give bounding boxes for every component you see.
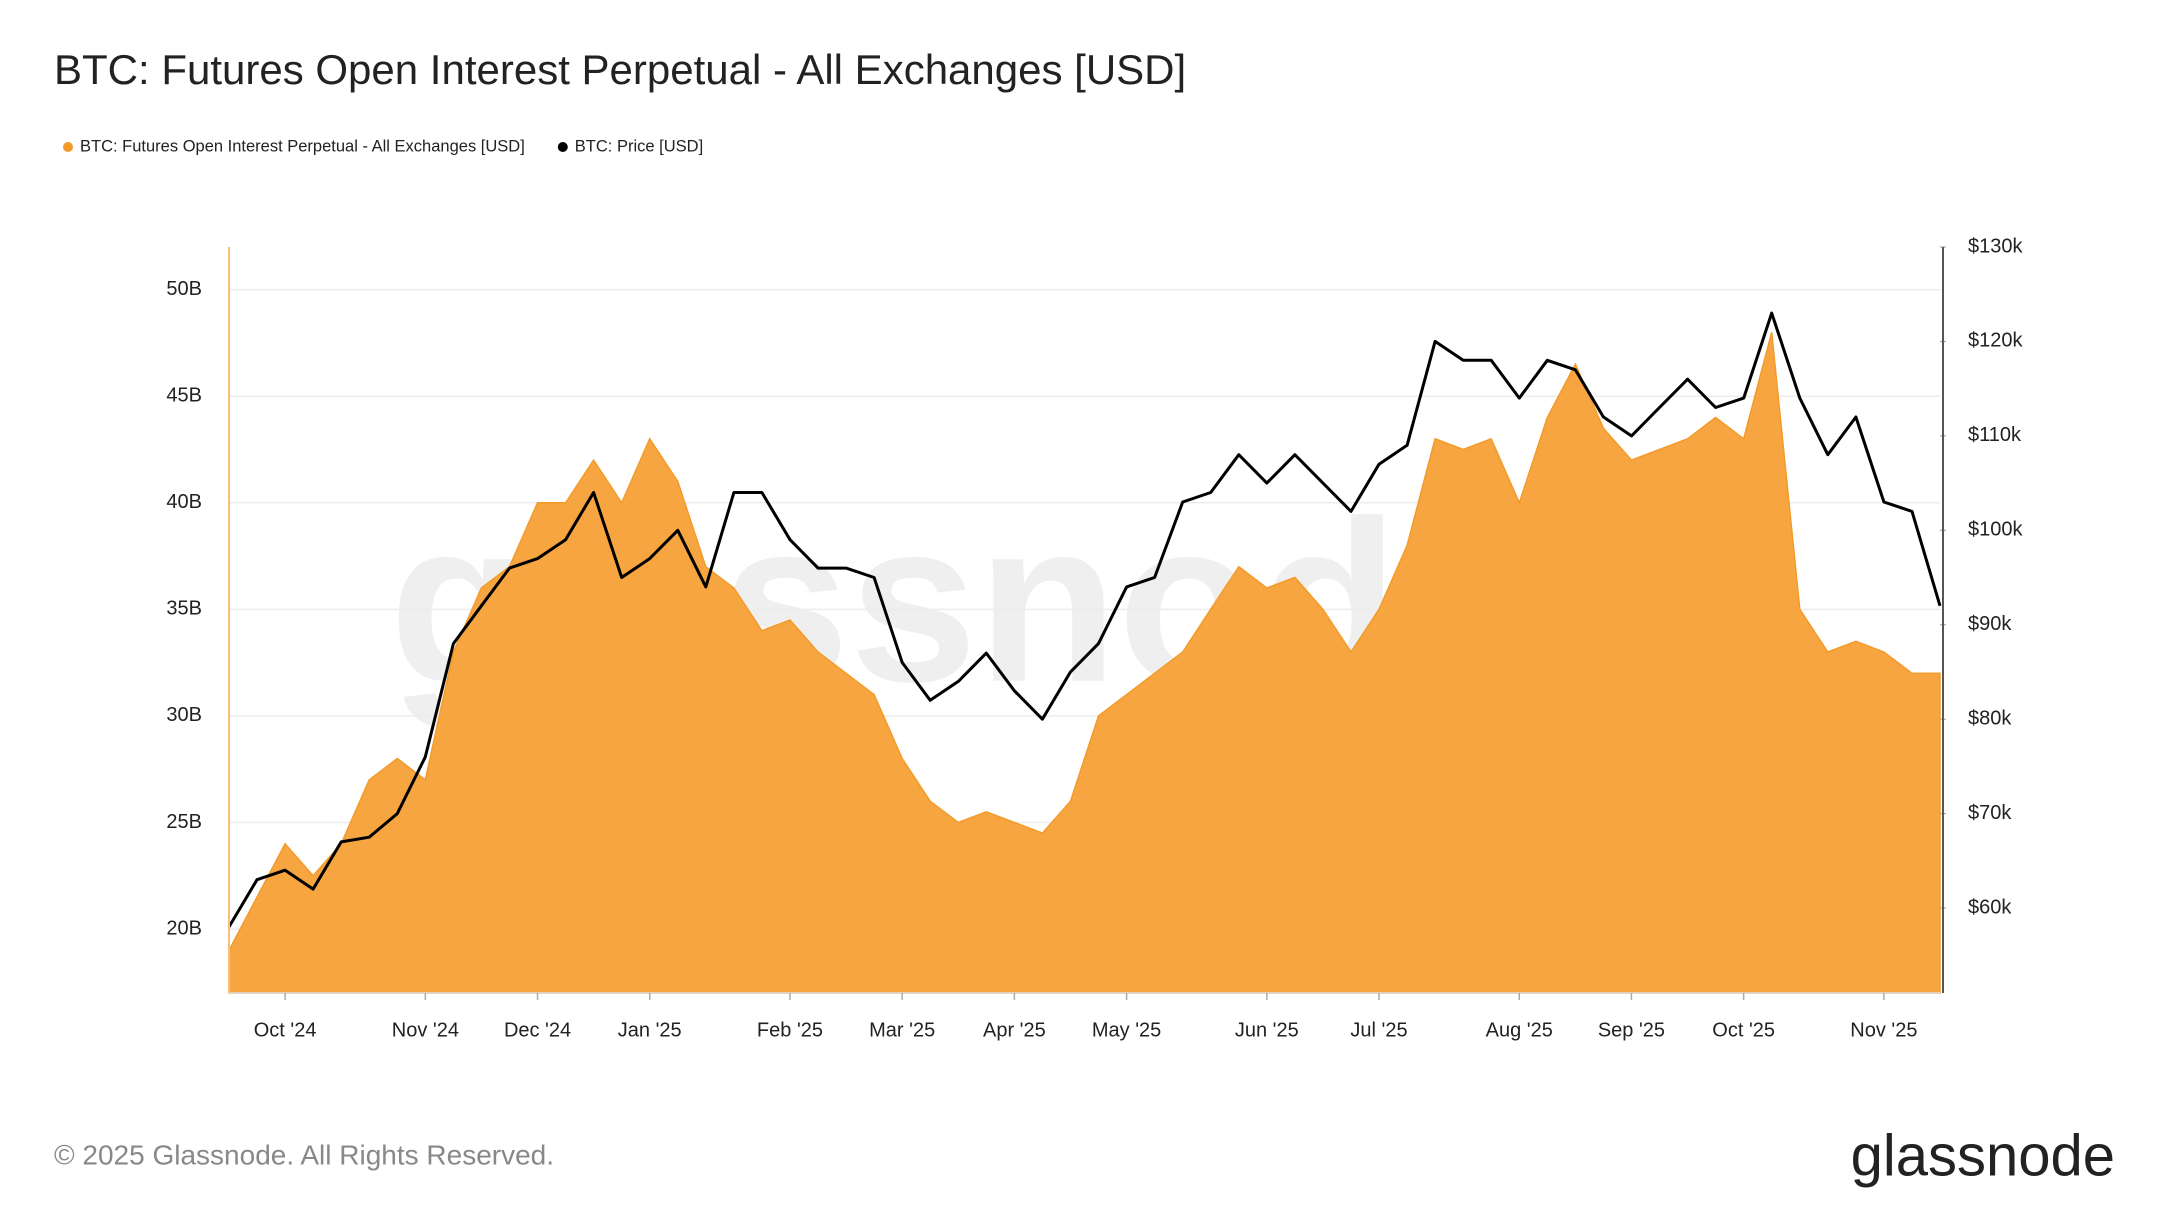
legend-label: BTC: Price [USD] (575, 137, 703, 155)
x-tick-label: Oct '24 (254, 1019, 317, 1041)
y-tick-label: 20B (166, 917, 202, 939)
legend-marker (63, 142, 73, 152)
y2-tick-label: $110k (1968, 424, 2022, 446)
y2-tick-label: $60k (1968, 896, 2012, 918)
footer: © 2025 Glassnode. All Rights Reserved. (54, 1139, 554, 1170)
y-tick-label: 35B (166, 598, 202, 620)
y2-tick-label: $130k (1968, 235, 2023, 257)
oi-area (228, 332, 1941, 994)
brand: glassnode (1851, 1123, 2115, 1188)
x-tick-label: Oct '25 (1712, 1019, 1775, 1041)
x-tick-label: Sep '25 (1598, 1019, 1665, 1041)
y2-tick-label: $70k (1968, 802, 2012, 824)
y2-tick-label: $80k (1968, 707, 2012, 729)
x-tick-label: May '25 (1092, 1019, 1161, 1041)
x-tick-label: Jul '25 (1350, 1019, 1407, 1041)
y2-tick-label: $90k (1968, 613, 2012, 635)
y-tick-label: 25B (166, 811, 202, 833)
price-line (227, 311, 1942, 928)
chart-title: BTC: Futures Open Interest Perpetual - A… (54, 46, 1186, 93)
x-tick-label: Nov '25 (1850, 1019, 1917, 1041)
x-tick-label: Jun '25 (1235, 1019, 1299, 1041)
y-tick-label: 30B (166, 704, 202, 726)
x-tick-label: Aug '25 (1486, 1019, 1553, 1041)
legend-label: BTC: Futures Open Interest Perpetual - A… (80, 137, 525, 155)
y-tick-label: 45B (166, 384, 202, 406)
y2-tick-label: $100k (1968, 519, 2023, 541)
x-tick-label: Mar '25 (869, 1019, 935, 1041)
x-tick-label: Nov '24 (392, 1019, 459, 1041)
x-tick-label: Dec '24 (504, 1019, 571, 1041)
x-tick-label: Jan '25 (618, 1019, 682, 1041)
y2-tick-label: $120k (1968, 330, 2023, 352)
x-tick-label: Feb '25 (757, 1019, 823, 1041)
y-tick-label: 50B (166, 278, 202, 300)
legend-marker (557, 142, 568, 152)
x-tick-label: Apr '25 (983, 1019, 1046, 1041)
y-tick-label: 40B (166, 491, 202, 513)
